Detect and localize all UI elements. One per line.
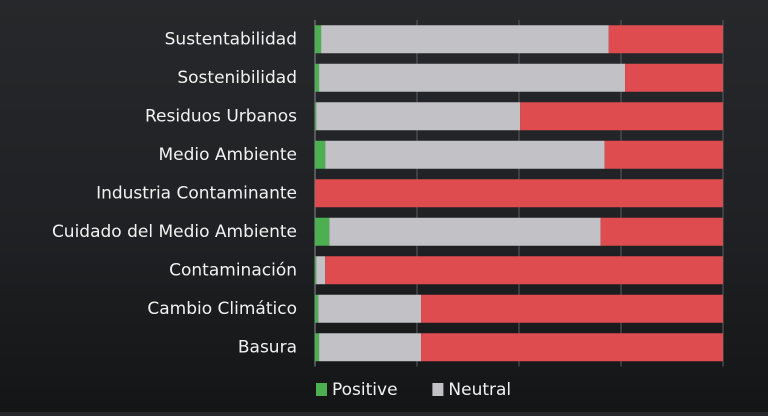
legend-label-neutral: Neutral xyxy=(448,380,511,400)
bar-positive-3 xyxy=(315,140,326,169)
category-label-5: Cuidado del Medio Ambiente xyxy=(52,222,297,242)
bar-positive-2 xyxy=(315,102,317,131)
category-label-7: Cambio Climático xyxy=(147,299,297,319)
bar-neutral-7 xyxy=(318,294,422,323)
category-label-4: Industria Contaminante xyxy=(96,183,297,203)
category-label-0: Sustentabilidad xyxy=(165,29,297,49)
bar-neutral-0 xyxy=(321,25,609,54)
bar-neutral-5 xyxy=(329,217,601,246)
bar-positive-6 xyxy=(315,256,317,285)
legend-label-positive: Positive xyxy=(332,380,398,400)
bars-layer xyxy=(315,25,723,362)
bar-positive-1 xyxy=(315,63,320,92)
bar-negative-4 xyxy=(315,179,723,208)
legend-swatch-positive xyxy=(316,383,327,396)
bar-neutral-6 xyxy=(316,256,326,285)
bar-neutral-2 xyxy=(316,102,521,131)
bar-negative-3 xyxy=(604,140,723,169)
bar-neutral-8 xyxy=(319,333,422,362)
legend: Positive Neutral xyxy=(316,380,511,400)
bar-positive-5 xyxy=(315,217,330,246)
bar-negative-0 xyxy=(608,25,723,54)
category-label-2: Residuos Urbanos xyxy=(145,106,297,126)
bar-neutral-1 xyxy=(319,63,626,92)
category-label-8: Basura xyxy=(238,337,297,357)
bar-negative-8 xyxy=(421,333,723,362)
category-label-1: Sostenibilidad xyxy=(177,68,297,88)
bar-positive-0 xyxy=(315,25,322,54)
category-label-3: Medio Ambiente xyxy=(158,145,297,165)
bar-positive-8 xyxy=(315,333,320,362)
bar-negative-1 xyxy=(625,63,723,92)
bar-negative-6 xyxy=(325,256,723,285)
bar-negative-5 xyxy=(600,217,723,246)
legend-swatch-neutral xyxy=(432,383,444,396)
bar-negative-7 xyxy=(421,294,723,323)
bar-negative-2 xyxy=(520,102,723,131)
bar-neutral-3 xyxy=(325,140,605,169)
bar-positive-7 xyxy=(315,294,319,323)
category-label-6: Contaminación xyxy=(169,260,297,280)
category-labels: Sustentabilidad Sostenibilidad Residuos Ur… xyxy=(52,29,297,357)
